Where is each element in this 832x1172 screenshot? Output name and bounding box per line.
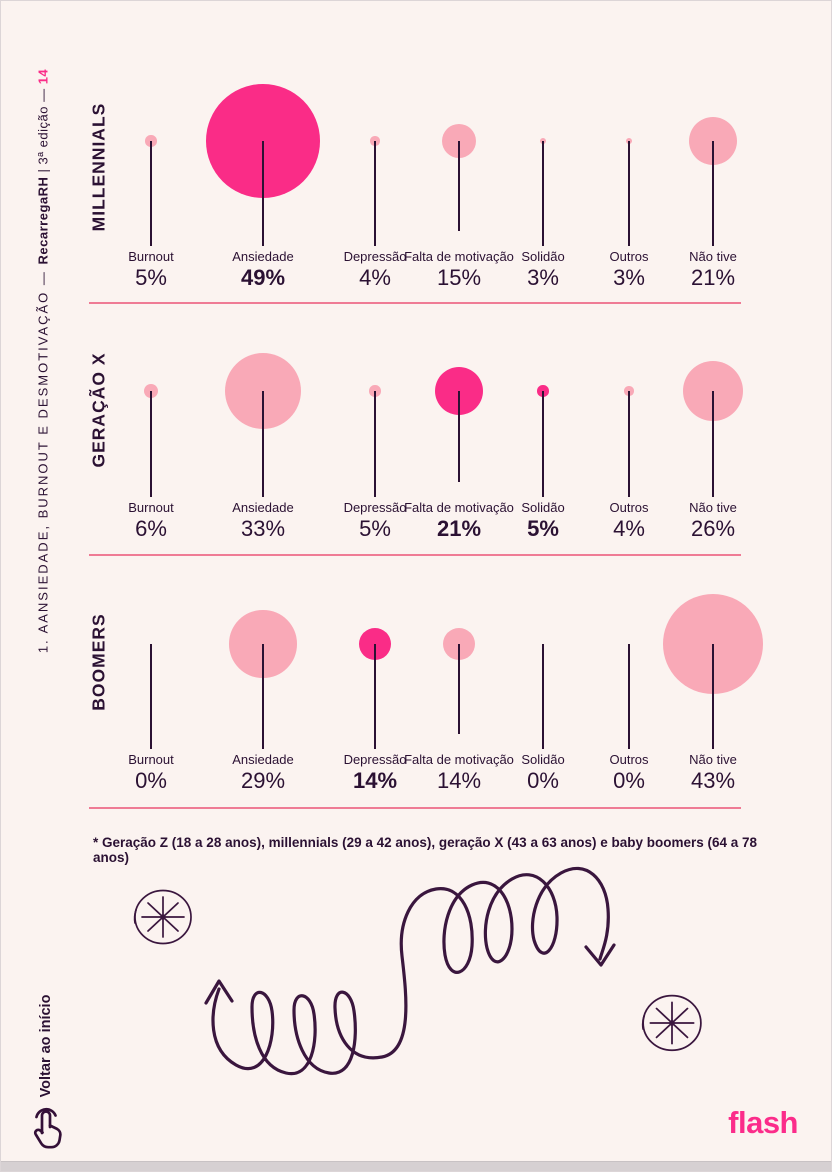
stem-outros — [628, 391, 630, 497]
category-label-outros: Outros — [609, 751, 649, 767]
category-label-na-o-tive: Não tive — [689, 499, 737, 515]
category-label-burnout: Burnout — [128, 248, 174, 264]
value-label-burnout: 6% — [135, 516, 167, 541]
value-label-solida-o: 0% — [527, 768, 559, 793]
category-label-ansiedade: Ansiedade — [232, 499, 294, 515]
stem-na-o-tive — [712, 644, 714, 749]
value-label-ansiedade: 29% — [240, 768, 286, 793]
value-label-solida-o: 3% — [527, 265, 559, 290]
category-label-solida-o: Solidão — [521, 499, 565, 515]
row-divider — [89, 554, 741, 556]
sidebar-title-text: 1. AANSIEDADE, BURNOUT E DESMOTIVAÇÃO — — [35, 264, 51, 654]
bubble-burnout — [144, 384, 158, 398]
value-label-falta-de-motivac-a-o: 21% — [436, 516, 482, 541]
category-label-na-o-tive: Não tive — [689, 248, 737, 264]
stem-ansiedade — [262, 141, 264, 246]
category-label-ansiedade: Ansiedade — [232, 751, 294, 767]
sidebar-page-number: 14 — [35, 68, 51, 85]
category-label-solida-o: Solidão — [521, 751, 565, 767]
value-label-na-o-tive: 26% — [690, 516, 736, 541]
back-to-start-link[interactable]: Voltar ao início — [38, 994, 54, 1098]
row-divider — [89, 807, 741, 809]
footnote: * Geração Z (18 a 28 anos), millennials … — [93, 835, 758, 865]
category-label-falta-de-motivac-a-o: Falta de motivação — [404, 751, 514, 767]
value-label-na-o-tive: 43% — [690, 768, 736, 793]
value-label-outros: 0% — [613, 768, 645, 793]
value-label-burnout: 0% — [135, 768, 167, 793]
category-label-falta-de-motivac-a-o: Falta de motivação — [404, 499, 514, 515]
value-label-depressa-o: 4% — [359, 265, 391, 290]
value-label-outros: 4% — [613, 516, 645, 541]
stem-falta-de-motivac-a-o — [458, 644, 460, 734]
category-label-depressa-o: Depressão — [343, 248, 407, 264]
stem-solida-o — [542, 141, 544, 246]
value-label-depressa-o: 14% — [352, 768, 398, 793]
row-label-boomers: BOOMERS — [88, 613, 109, 711]
bubble-depressa-o — [369, 385, 381, 397]
stem-burnout — [150, 644, 152, 749]
stem-na-o-tive — [712, 391, 714, 497]
stem-solida-o — [542, 391, 544, 497]
category-label-ansiedade: Ansiedade — [232, 248, 294, 264]
stem-ansiedade — [262, 644, 264, 749]
bubble-solida-o — [539, 137, 547, 145]
value-label-outros: 3% — [613, 265, 645, 290]
flash-logo: flash — [728, 1105, 798, 1140]
asterisk-doodle-icon — [641, 994, 702, 1052]
value-label-falta-de-motivac-a-o: 15% — [436, 265, 482, 290]
page-bottom-edge — [1, 1161, 831, 1171]
bubble-burnout — [145, 135, 157, 147]
category-label-outros: Outros — [609, 499, 649, 515]
stem-burnout — [150, 141, 152, 246]
value-label-na-o-tive: 21% — [690, 265, 736, 290]
category-label-burnout: Burnout — [128, 499, 174, 515]
stem-depressa-o — [374, 141, 376, 246]
value-label-solida-o: 5% — [527, 516, 559, 541]
stem-depressa-o — [374, 644, 376, 749]
category-label-solida-o: Solidão — [521, 248, 565, 264]
stem-falta-de-motivac-a-o — [458, 141, 460, 231]
stem-na-o-tive — [712, 141, 714, 246]
category-label-depressa-o: Depressão — [343, 751, 407, 767]
sidebar-title: 1. AANSIEDADE, BURNOUT E DESMOTIVAÇÃO — … — [36, 69, 51, 653]
category-label-falta-de-motivac-a-o: Falta de motivação — [404, 248, 514, 264]
bubble-outros — [625, 137, 633, 145]
tap-hand-icon[interactable] — [27, 1103, 67, 1151]
value-label-ansiedade: 33% — [240, 516, 286, 541]
value-label-falta-de-motivac-a-o: 14% — [436, 768, 482, 793]
value-label-depressa-o: 5% — [359, 516, 391, 541]
bubble-solida-o — [537, 385, 549, 397]
category-label-na-o-tive: Não tive — [689, 751, 737, 767]
value-label-ansiedade: 49% — [240, 265, 286, 290]
bubble-depressa-o — [370, 136, 380, 146]
stem-outros — [628, 644, 630, 749]
category-label-burnout: Burnout — [128, 751, 174, 767]
stem-outros — [628, 141, 630, 246]
stem-ansiedade — [262, 391, 264, 497]
stem-burnout — [150, 391, 152, 497]
stem-falta-de-motivac-a-o — [458, 391, 460, 482]
category-label-depressa-o: Depressão — [343, 499, 407, 515]
row-label-gerac-a-o-x: GERAÇÃO X — [88, 352, 109, 468]
row-label-millennials: MILLENNIALS — [88, 102, 109, 232]
value-label-burnout: 5% — [135, 265, 167, 290]
row-divider — [89, 302, 741, 304]
asterisk-doodle-icon — [133, 889, 192, 945]
category-label-outros: Outros — [609, 248, 649, 264]
stem-solida-o — [542, 644, 544, 749]
sidebar-brand: RecarregaRH — [35, 176, 51, 265]
stem-depressa-o — [374, 391, 376, 497]
sidebar-edition: | 3ª edição — — [35, 84, 51, 177]
squiggle-arrow-doodle-icon — [204, 866, 616, 1076]
bubble-outros — [624, 386, 634, 396]
